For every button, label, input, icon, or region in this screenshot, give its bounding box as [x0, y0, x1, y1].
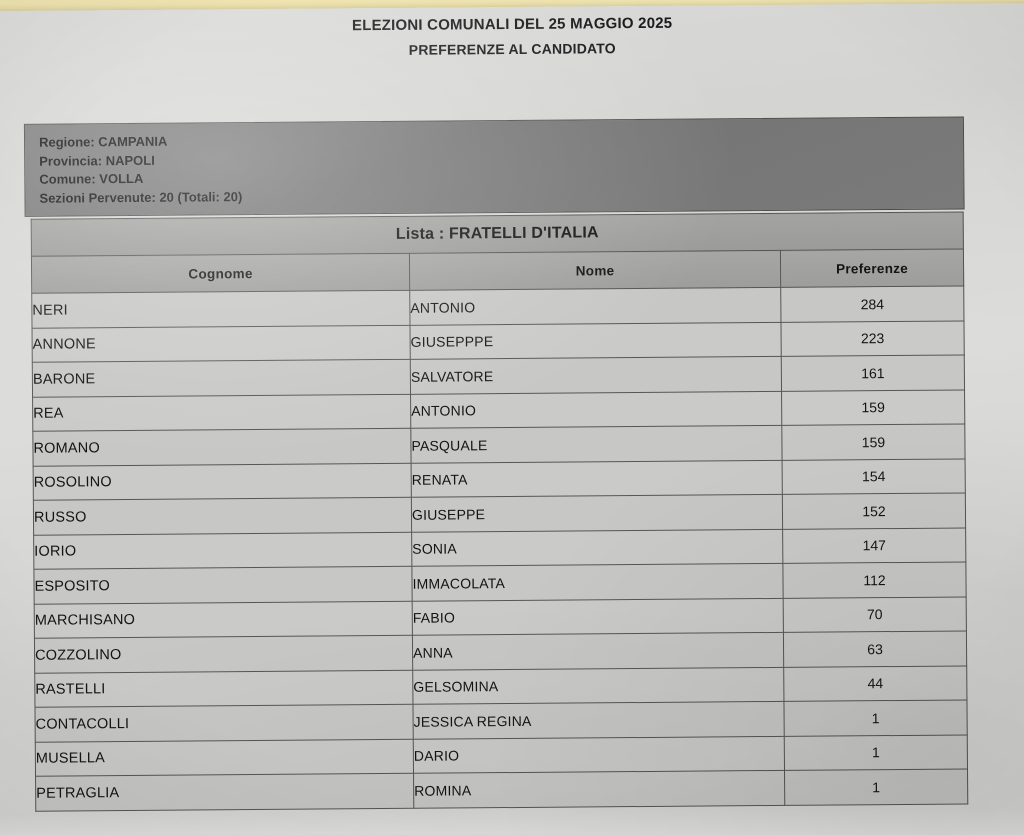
cell-nome: ANTONIO [409, 287, 781, 325]
cell-cognome: ROMANO [32, 428, 412, 466]
cell-cognome: MARCHISANO [34, 600, 413, 639]
cell-nome: IMMACOLATA [411, 563, 784, 601]
cell-preferenze: 152 [782, 492, 966, 529]
cell-cognome: MUSELLA [35, 738, 414, 777]
location-info-banner: Regione: CAMPANIA Provincia: NAPOLI Comu… [23, 116, 965, 217]
cell-cognome: RUSSO [33, 497, 412, 535]
cell-cognome: NERI [31, 290, 410, 328]
cell-preferenze: 147 [782, 527, 966, 564]
cell-nome: ROMINA [413, 770, 785, 808]
preferences-table: Lista : FRATELLI D'ITALIA Cognome Nome P… [31, 211, 969, 811]
cell-nome: DARIO [413, 735, 785, 774]
cell-preferenze: 1 [783, 699, 968, 736]
cell-preferenze: 284 [780, 285, 964, 322]
cell-preferenze: 1 [784, 768, 968, 805]
cell-cognome: RASTELLI [34, 669, 413, 708]
document-subtitle: PREFERENZE AL CANDIDATO [408, 40, 616, 58]
cell-preferenze: 1 [784, 734, 968, 771]
column-header-cognome: Cognome [31, 253, 410, 294]
cell-nome: RENATA [411, 459, 783, 498]
document-title: ELEZIONI COMUNALI DEL 25 MAGGIO 2025 [351, 14, 673, 35]
cell-preferenze: 70 [783, 596, 967, 633]
cell-preferenze: 112 [782, 561, 967, 598]
cell-preferenze: 161 [781, 354, 965, 391]
cell-nome: SONIA [411, 528, 783, 567]
cell-preferenze: 63 [783, 630, 967, 667]
cell-preferenze: 154 [782, 458, 966, 495]
cell-cognome: BARONE [32, 359, 411, 397]
cell-cognome: ESPOSITO [33, 566, 413, 604]
cell-nome: GIUSEPPPE [409, 321, 782, 360]
cell-nome: JESSICA REGINA [412, 701, 785, 739]
sheet-content: ELEZIONI COMUNALI DEL 25 MAGGIO 2025 PRE… [0, 3, 1024, 835]
cell-cognome: PETRAGLIA [35, 773, 414, 811]
cell-preferenze: 159 [781, 423, 966, 460]
cell-preferenze: 223 [780, 320, 965, 357]
cell-nome: SALVATORE [410, 356, 782, 394]
cell-preferenze: 44 [783, 665, 967, 702]
cell-nome: ANNA [412, 632, 784, 670]
cell-nome: PASQUALE [410, 425, 783, 463]
cell-cognome: COZZOLINO [34, 635, 413, 673]
cell-preferenze: 159 [781, 389, 965, 426]
cell-cognome: IORIO [33, 531, 412, 570]
column-header-preferenze: Preferenze [780, 248, 964, 288]
cell-nome: ANTONIO [410, 390, 782, 429]
cell-cognome: ANNONE [32, 324, 411, 363]
cell-cognome: REA [32, 393, 411, 432]
cell-nome: GIUSEPPE [411, 494, 783, 532]
cell-nome: GELSOMINA [412, 666, 784, 705]
cell-nome: FABIO [412, 597, 784, 636]
table-row: PETRAGLIA ROMINA 1 [35, 768, 968, 811]
cell-cognome: ROSOLINO [33, 462, 412, 501]
cell-cognome: CONTACOLLI [34, 704, 414, 742]
column-header-nome: Nome [409, 250, 781, 291]
